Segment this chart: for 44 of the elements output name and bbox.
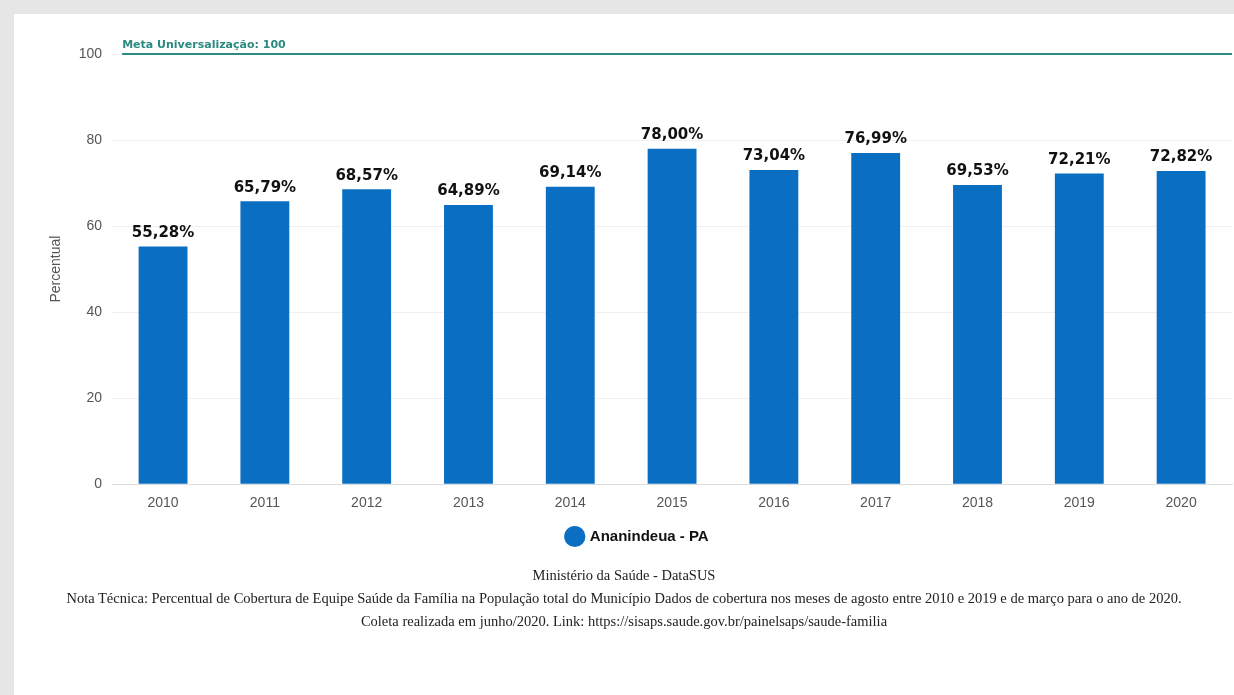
bar — [444, 205, 493, 484]
text: Ministério da Saúde - DataSUS — [531, 566, 717, 585]
data-label: 73,04% — [742, 146, 806, 165]
data-label: 64,89% — [437, 181, 500, 200]
data-label: 76,99% — [844, 129, 907, 148]
x-tick-label: 2011 — [249, 494, 281, 511]
x-tick-label: 2010 — [147, 494, 179, 511]
data-label: 69,14% — [539, 163, 602, 182]
bar — [749, 169, 799, 484]
data-label: 72,21% — [1048, 149, 1111, 168]
y-tick-label: 60 — [86, 216, 103, 233]
data-label: 78,00% — [640, 125, 704, 144]
data-label: 68,57% — [335, 165, 398, 184]
x-tick-label: 2020 — [1165, 494, 1197, 511]
bar — [240, 201, 290, 484]
x-tick-label: 2019 — [1063, 494, 1096, 511]
bar — [851, 152, 901, 484]
bar — [545, 186, 595, 484]
data-label: 65,79% — [233, 177, 297, 196]
x-tick-label: 2016 — [758, 494, 790, 511]
x-tick-label: 2013 — [452, 494, 485, 511]
bar — [953, 185, 1002, 484]
bar — [647, 148, 697, 484]
x-tick-label: 2015 — [656, 494, 688, 511]
y-tick-label: 100 — [78, 44, 103, 61]
x-tick-label: 2017 — [860, 494, 892, 511]
x-tick-label: 2012 — [351, 494, 383, 511]
bar — [1156, 170, 1206, 484]
y-tick-label: 80 — [86, 130, 103, 147]
y-tick-label: 0 — [94, 475, 103, 492]
bar — [138, 246, 188, 484]
data-label: 72,82% — [1149, 147, 1213, 166]
x-tick-label: 2014 — [554, 494, 587, 511]
ref-line-label: Meta Universalização: 100 — [122, 38, 287, 52]
data-label: 55,28% — [131, 222, 195, 241]
y-axis-title: Percentual — [47, 235, 64, 303]
bar — [342, 189, 392, 484]
x-tick-label: 2018 — [961, 494, 994, 511]
y-tick-label: 40 — [86, 302, 103, 319]
text: Nota Técnica: Percentual de Cobertura de Equipe Saúde da Família na População total do Município Dados de cobertura nos meses de agosto entre 2010 e 2019 e de março para o ano de 2020. Coleta realizada em junho/2020. Link: https://sisaps.saude.gov.br/painelsaps/saude-familia — [65, 589, 1183, 631]
data-label: 69,53% — [946, 161, 1009, 180]
y-tick-label: 20 — [86, 389, 103, 406]
bar — [1054, 173, 1104, 484]
legend-label: Ananindeua - PA — [589, 526, 709, 544]
